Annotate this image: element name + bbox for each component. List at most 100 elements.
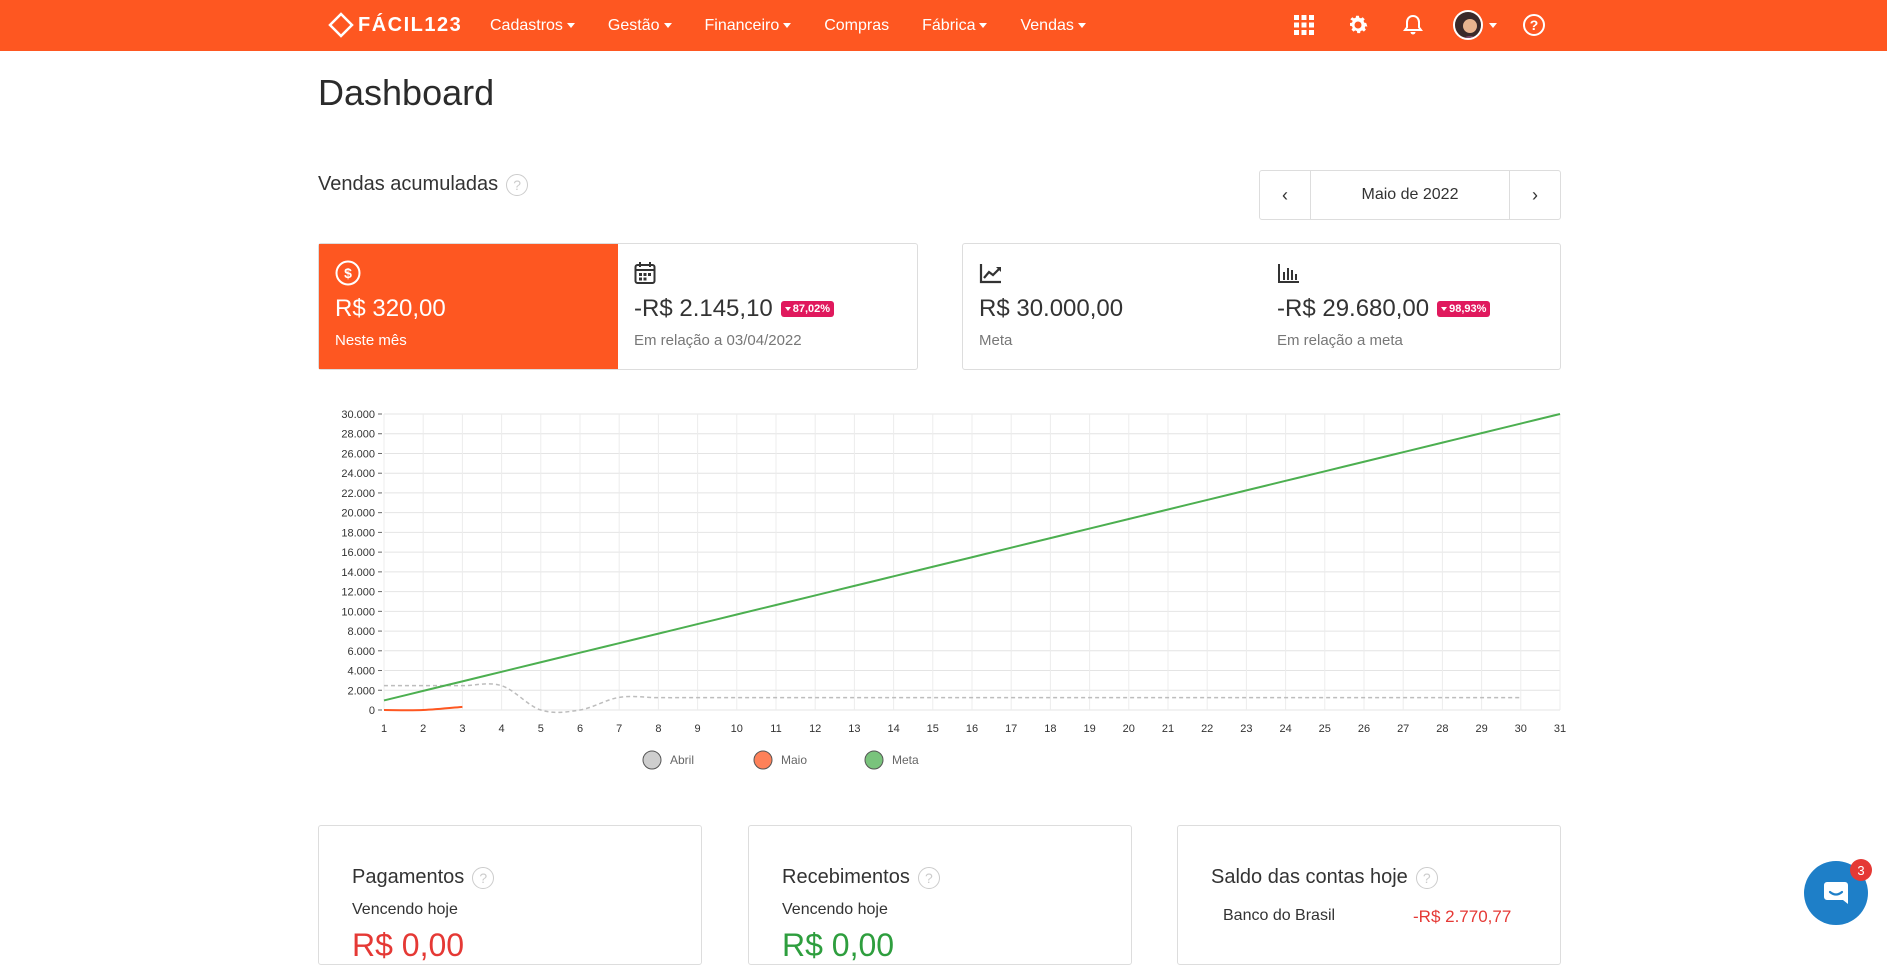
- menu-compras-label: Compras: [824, 16, 890, 34]
- main-menu: Cadastros Gestão Financeiro Compras Fábr…: [490, 0, 1119, 51]
- kpi-goal-label: Meta: [979, 332, 1013, 349]
- x-tick-label: 22: [1201, 723, 1213, 735]
- x-tick-label: 31: [1554, 723, 1566, 735]
- percent-badge: 98,93%: [1437, 301, 1491, 317]
- x-tick-label: 25: [1319, 723, 1331, 735]
- balance-title: Saldo das contas hoje: [1211, 866, 1408, 888]
- user-menu[interactable]: [1449, 10, 1501, 40]
- kpi-month-value: R$ 320,00: [335, 295, 446, 322]
- brand-logo[interactable]: FÁCIL123: [328, 10, 462, 40]
- month-selector: ‹ Maio de 2022 ›: [1259, 170, 1561, 220]
- y-tick-label: 28.000: [341, 429, 375, 441]
- x-tick-label: 3: [459, 723, 465, 735]
- receipts-sub: Vencendo hoje: [782, 901, 888, 918]
- y-tick-label: 30.000: [341, 409, 375, 421]
- menu-cadastros[interactable]: Cadastros: [490, 17, 575, 35]
- x-tick-label: 24: [1279, 723, 1291, 735]
- trend-icon: [979, 260, 1005, 286]
- diamond-logo-icon: [328, 12, 354, 38]
- x-tick-label: 28: [1436, 723, 1448, 735]
- menu-gestao[interactable]: Gestão: [608, 17, 672, 35]
- kpi-group-goal: R$ 30.000,00 Meta -R$ 29.680,00 98,93% E…: [962, 243, 1561, 370]
- x-tick-label: 17: [1005, 723, 1017, 735]
- legend-label-meta: Meta: [892, 753, 919, 767]
- bell-icon[interactable]: [1400, 12, 1426, 38]
- x-tick-label: 12: [809, 723, 821, 735]
- menu-gestao-label: Gestão: [607, 16, 660, 34]
- x-tick-label: 11: [770, 723, 781, 735]
- question-icon[interactable]: ?: [917, 866, 940, 889]
- page-title: Dashboard: [318, 72, 495, 113]
- prev-month-button[interactable]: ‹: [1282, 184, 1288, 205]
- kpi-vs-previous-value: -R$ 2.145,10: [634, 295, 773, 322]
- y-tick-label: 18.000: [341, 527, 375, 539]
- dollar-icon: $: [335, 260, 361, 286]
- apps-grid-icon[interactable]: [1291, 12, 1317, 38]
- brand-name: FÁCIL123: [358, 13, 463, 36]
- y-tick-label: 22.000: [341, 488, 375, 500]
- gear-icon[interactable]: [1345, 12, 1371, 38]
- x-tick-label: 6: [577, 723, 583, 735]
- account-name: Banco do Brasil: [1223, 907, 1336, 924]
- chevron-down-icon: [783, 23, 792, 28]
- receipts-amount: R$ 0,00: [782, 927, 895, 963]
- y-tick-label: 20.000: [341, 508, 375, 520]
- account-row[interactable]: Banco do Brasil -R$ 2.770,77: [1211, 907, 1527, 927]
- y-tick-label: 24.000: [341, 468, 375, 480]
- menu-vendas[interactable]: Vendas: [1020, 17, 1086, 35]
- chevron-down-icon: [784, 307, 791, 311]
- x-tick-label: 16: [966, 723, 978, 735]
- payments-amount: R$ 0,00: [352, 927, 465, 963]
- y-tick-label: 6.000: [347, 646, 375, 658]
- chat-icon: [1824, 882, 1848, 904]
- chevron-down-icon: [663, 23, 672, 28]
- kpi-group-sales: $ R$ 320,00 Neste mês -R$ 2.145,10 87,02…: [318, 243, 918, 370]
- section-title: Vendas acumuladas ?: [318, 173, 529, 196]
- balance-title-row: Saldo das contas hoje ?: [1211, 866, 1527, 889]
- x-tick-label: 2: [420, 723, 426, 735]
- menu-financeiro[interactable]: Financeiro: [705, 17, 792, 35]
- kpi-goal-value: R$ 30.000,00: [979, 295, 1124, 322]
- kpi-vs-previous-value-row: -R$ 2.145,10 87,02%: [634, 295, 901, 323]
- chat-unread-badge: 3: [1850, 859, 1872, 881]
- receipts-title: Recebimentos: [782, 866, 910, 888]
- kpi-month-label: Neste mês: [335, 332, 407, 349]
- svg-text:$: $: [344, 265, 352, 281]
- percent-badge: 87,02%: [780, 301, 835, 317]
- x-tick-label: 13: [848, 723, 860, 735]
- question-icon[interactable]: ?: [1415, 866, 1438, 889]
- legend-marker-maio: [753, 750, 773, 770]
- chevron-down-icon: [1441, 307, 1448, 311]
- x-tick-label: 10: [731, 723, 743, 735]
- payments-title-row: Pagamentos ?: [352, 866, 668, 889]
- series-line-meta: [383, 413, 1561, 702]
- y-tick-label: 0: [369, 705, 375, 717]
- payments-card: Pagamentos ? Vencendo hoje R$ 0,00: [318, 825, 702, 965]
- y-tick-label: 14.000: [341, 567, 375, 579]
- x-tick-label: 29: [1475, 723, 1487, 735]
- month-label: Maio de 2022: [1310, 171, 1510, 219]
- x-tick-label: 15: [927, 723, 939, 735]
- next-month-button[interactable]: ›: [1532, 184, 1538, 205]
- y-tick-label: 2.000: [347, 685, 375, 697]
- question-icon[interactable]: ?: [506, 173, 529, 196]
- x-tick-label: 4: [499, 723, 505, 735]
- x-tick-label: 8: [655, 723, 661, 735]
- x-tick-label: 5: [538, 723, 544, 735]
- question-icon[interactable]: ?: [472, 866, 495, 889]
- series-line-abril: [384, 683, 1521, 714]
- kpi-month: $ R$ 320,00 Neste mês: [319, 244, 618, 369]
- receipts-title-row: Recebimentos ?: [782, 866, 1098, 889]
- legend-marker-meta: [864, 750, 884, 770]
- kpi-vs-goal: -R$ 29.680,00 98,93% Em relação a meta: [1261, 244, 1560, 369]
- kpi-vs-goal-label: Em relação a meta: [1277, 332, 1403, 349]
- section-title-text: Vendas acumuladas: [318, 173, 499, 195]
- menu-fabrica[interactable]: Fábrica: [922, 17, 988, 35]
- receipts-card: Recebimentos ? Vencendo hoje R$ 0,00: [748, 825, 1132, 965]
- legend-label-abril: Abril: [670, 753, 694, 767]
- menu-compras[interactable]: Compras: [824, 17, 889, 35]
- x-tick-label: 20: [1123, 723, 1135, 735]
- x-tick-label: 26: [1358, 723, 1370, 735]
- x-tick-label: 21: [1162, 723, 1174, 735]
- help-icon[interactable]: ?: [1521, 12, 1547, 38]
